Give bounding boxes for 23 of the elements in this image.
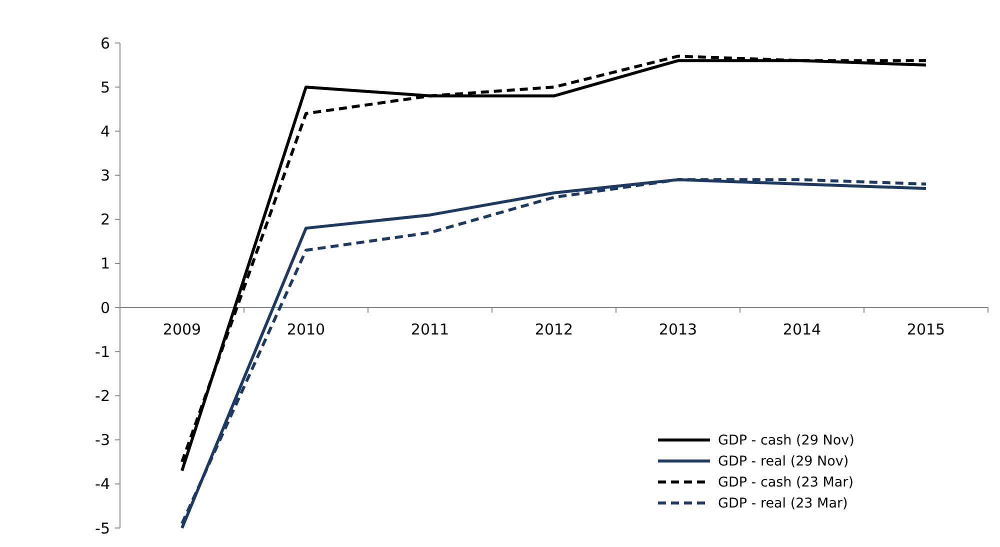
- x-tick-label: 2010: [286, 320, 326, 339]
- y-tick-label: 6: [100, 34, 110, 52]
- legend-label: GDP - real (29 Nov): [718, 454, 849, 470]
- x-tick-label: 2012: [534, 320, 574, 339]
- y-tick-label: -1: [95, 342, 110, 361]
- y-tick-label: 1: [100, 254, 110, 273]
- y-tick-label: 2: [100, 210, 110, 229]
- y-tick-label: 0: [100, 298, 110, 317]
- y-tick-label: -5: [95, 519, 110, 538]
- x-tick-label: 2011: [410, 320, 450, 339]
- legend-label: GDP - cash (23 Mar): [718, 474, 854, 491]
- x-tick-label: 2015: [906, 320, 946, 339]
- y-tick-label: 4: [100, 122, 110, 140]
- y-tick-label: -2: [95, 386, 110, 405]
- legend-label: GDP - real (23 Mar): [718, 496, 848, 512]
- x-tick-label: 2013: [658, 320, 698, 339]
- y-tick-label: 3: [100, 166, 110, 185]
- y-tick-label: -4: [95, 475, 110, 494]
- y-tick-label: 5: [100, 78, 110, 96]
- legend-label: GDP - cash (29 Nov): [718, 432, 854, 449]
- x-tick-label: 2014: [782, 320, 822, 339]
- x-tick-label: 2009: [162, 320, 202, 339]
- y-tick-label: -3: [95, 431, 110, 450]
